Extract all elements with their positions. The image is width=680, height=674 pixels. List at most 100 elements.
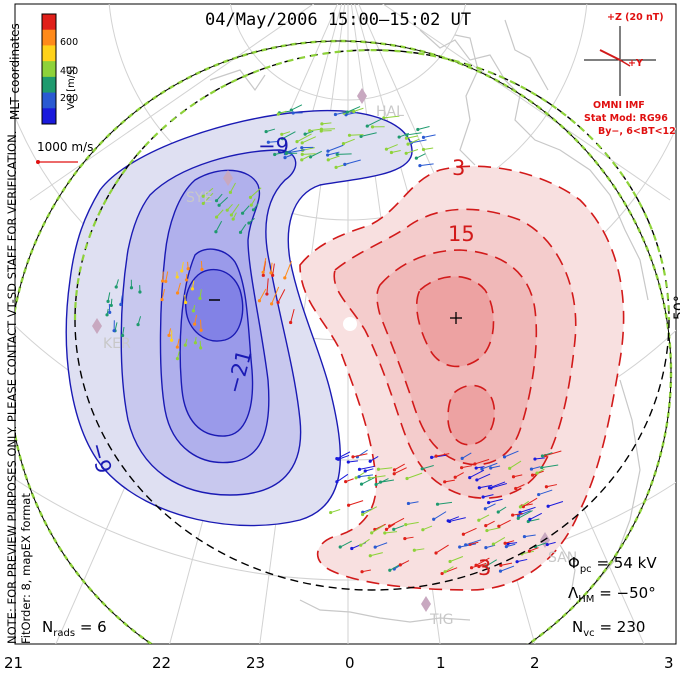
- velocity-vector: [509, 460, 522, 469]
- mlt-tick-1: 1: [436, 654, 446, 672]
- velocity-vector: [216, 209, 224, 218]
- colorbar-segment: [42, 108, 56, 125]
- station-ker: KER: [103, 336, 131, 352]
- velocity-vector-origin: [114, 285, 118, 289]
- velocity-vector-origin: [421, 528, 425, 532]
- velocity-vector-origin: [338, 545, 342, 549]
- velocity-vector-origin: [192, 322, 197, 326]
- velocity-vector-origin: [514, 486, 518, 491]
- velocity-vector: [277, 289, 286, 303]
- velocity-vector: [485, 520, 495, 527]
- velocity-vector: [262, 257, 267, 273]
- velocity-vector-origin: [344, 480, 348, 484]
- velocity-vector-origin: [180, 269, 184, 273]
- colorbar: [41, 13, 57, 125]
- velocity-vector: [378, 467, 393, 470]
- vector-scale-label: 1000 m/s: [37, 140, 94, 154]
- max-marker: [450, 312, 462, 324]
- velocity-vector-origin: [530, 473, 535, 477]
- velocity-vector-origin: [326, 158, 330, 162]
- velocity-vector-origin: [460, 466, 464, 470]
- velocity-vector-origin: [284, 151, 289, 156]
- velocity-vector: [461, 452, 472, 459]
- velocity-vector-origin: [269, 271, 273, 275]
- velocity-vector: [330, 509, 341, 514]
- velocity-vector-origin: [473, 462, 477, 466]
- velocity-vector-origin: [167, 333, 171, 338]
- velocity-vector: [360, 538, 370, 546]
- velocity-vector-origin: [484, 546, 488, 550]
- velocity-vector-origin: [201, 194, 205, 198]
- velocity-vector-origin: [273, 152, 277, 157]
- velocity-vector-origin: [231, 217, 235, 221]
- velocity-vector-origin: [518, 505, 523, 509]
- phi-symbol: Φpc: [568, 554, 592, 575]
- velocity-vector-origin: [346, 460, 350, 464]
- velocity-vector: [519, 506, 536, 513]
- velocity-vector-origin: [352, 109, 356, 114]
- phi-pc-value: = 54 kV: [596, 554, 657, 572]
- velocity-vector-origin: [511, 513, 515, 517]
- velocity-vector: [348, 500, 364, 506]
- velocity-vector-origin: [430, 455, 434, 459]
- velocity-vector: [422, 465, 434, 470]
- velocity-vector: [512, 512, 523, 516]
- velocity-vector: [489, 481, 506, 489]
- velocity-vector: [200, 319, 202, 331]
- station-sye: SYE: [186, 190, 213, 206]
- velocity-vector-origin: [303, 132, 307, 136]
- velocity-vector-origin: [496, 510, 500, 514]
- velocity-vector: [486, 527, 501, 532]
- velocity-vector-origin: [261, 273, 265, 277]
- velocity-vector: [215, 220, 223, 232]
- velocity-vector: [348, 460, 359, 463]
- n-rads-value: = 6: [79, 618, 107, 636]
- velocity-vector-origin: [248, 195, 253, 199]
- imf-source: OMNI IMF: [593, 100, 645, 111]
- velocity-vector: [340, 540, 352, 548]
- velocity-vector-origin: [398, 563, 402, 567]
- velocity-vector: [338, 454, 350, 460]
- velocity-vector: [521, 550, 535, 555]
- velocity-vector-origin: [484, 524, 488, 528]
- velocity-vector-origin: [503, 541, 507, 545]
- velocity-vector-origin: [405, 476, 409, 481]
- velocity-vector-origin: [106, 299, 110, 303]
- velocity-vector-origin: [190, 287, 195, 291]
- velocity-vector: [461, 465, 472, 469]
- mlt-tick-22: 22: [152, 654, 172, 672]
- velocity-vector-origin: [528, 517, 532, 522]
- positive-cell: [299, 165, 625, 591]
- velocity-vector-origin: [376, 467, 381, 471]
- velocity-vector-origin: [545, 542, 549, 547]
- velocity-vector: [394, 463, 405, 471]
- mlt-tick-3: 3: [664, 654, 674, 672]
- velocity-vector: [240, 224, 247, 233]
- velocity-vector-origin: [406, 142, 410, 146]
- negative-cell: [65, 109, 413, 527]
- velocity-vector: [360, 132, 377, 137]
- contour-label-pos3-bottom: 3: [478, 556, 492, 580]
- velocity-vector-origin: [468, 476, 472, 480]
- velocity-vector: [383, 115, 400, 119]
- velocity-vector-origin: [383, 531, 387, 535]
- velocity-vectors: [105, 104, 564, 576]
- mlt-tick-23: 23: [246, 654, 266, 672]
- velocity-vector-origin: [527, 549, 531, 553]
- velocity-vector: [336, 473, 349, 483]
- velocity-vector: [520, 500, 529, 508]
- velocity-vector-origin: [308, 129, 312, 133]
- velocity-vector-origin: [170, 338, 174, 342]
- velocity-vector-origin: [326, 149, 330, 153]
- velocity-vector-origin: [341, 142, 346, 146]
- velocity-vector-origin: [515, 560, 519, 564]
- velocity-vector-origin: [460, 456, 464, 460]
- velocity-vector-origin: [109, 303, 113, 308]
- velocity-vector: [500, 565, 515, 572]
- velocity-vector-origin: [357, 467, 362, 471]
- velocity-vector: [534, 457, 545, 460]
- velocity-vector-origin: [160, 297, 164, 302]
- velocity-vector-origin: [508, 466, 512, 470]
- velocity-vector-origin: [138, 290, 142, 294]
- velocity-vector-origin: [350, 546, 354, 551]
